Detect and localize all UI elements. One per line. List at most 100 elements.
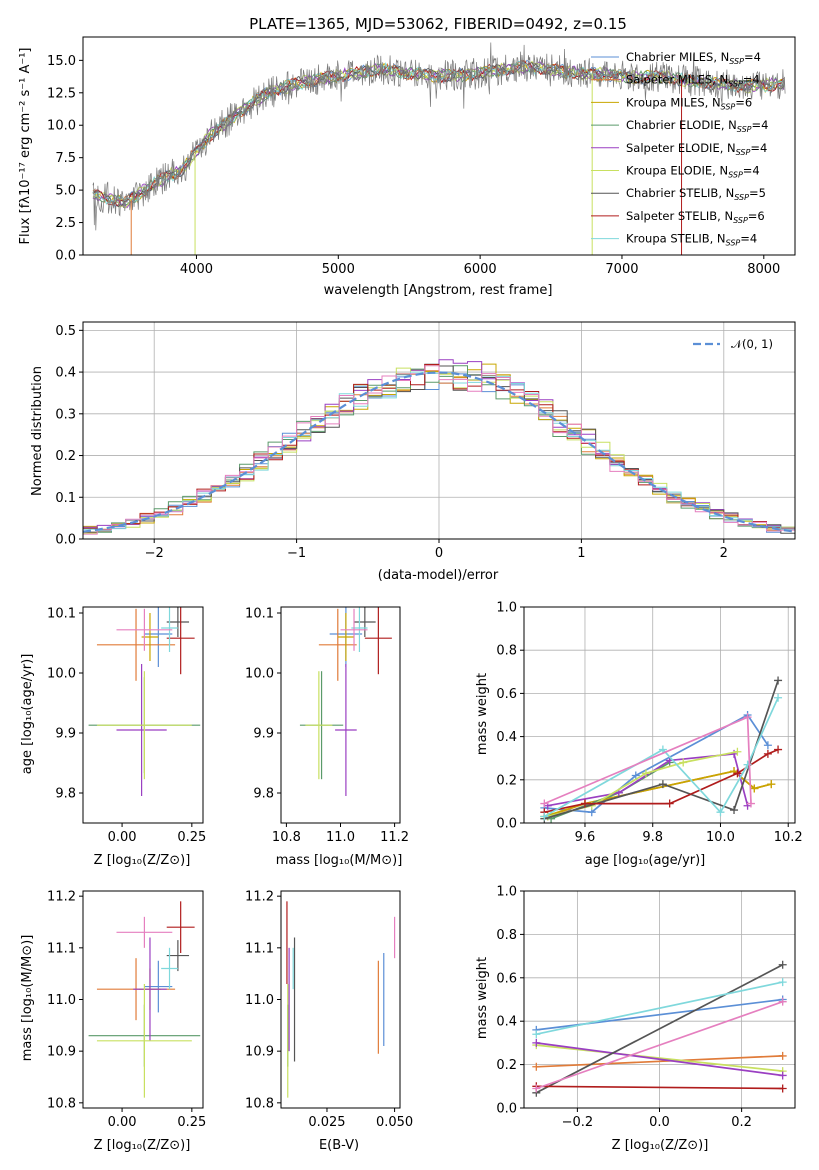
y-tick-label: 0.6 [496,687,517,702]
mass-weight-marker [767,780,776,789]
legend-entry: Salpeter MILES, NSSP=4 [626,73,760,89]
x-tick-label: 6000 [464,262,497,277]
axes-frame [280,890,401,1109]
age-z-x-label: Z [log₁₀(Z/Z⊙)] [94,853,191,868]
x-tick-label: 0.025 [308,1115,345,1130]
mass-weight-marker [665,799,674,808]
weight-vs-age-panel: age [log₁₀(age/yr)] mass weight 9.6 9.8 10… [475,601,803,869]
x-tick-label: 0.00 [108,1115,137,1130]
mass-ebv-x-label: E(B-V) [319,1138,359,1153]
y-tick-label: 11.0 [47,993,76,1008]
residual-histogram-step [83,365,795,535]
mass-weight-marker [743,713,752,722]
y-tick-label: 0.4 [496,1015,517,1030]
mass-weight-marker [778,960,787,969]
chart-title: PLATE=1365, MJD=53062, FIBERID=0492, z=0… [249,15,627,33]
y-tick-label: 10.0 [47,119,76,134]
x-tick-label: 11.2 [380,830,409,845]
legend-entry-name: Kroupa STELIB, N [626,232,726,246]
y-tick-label: 10.9 [47,1045,76,1060]
mass-weight-marker [763,741,772,750]
y-tick-label: 10.9 [245,1045,274,1060]
mass-weight-marker [750,784,759,793]
weight-age-y-label: mass weight [475,673,490,755]
mass-weight-marker [778,978,787,987]
legend-entry-subscript: SSP [729,57,744,66]
y-tick-label: 0.2 [55,449,76,464]
mass-weight-marker [730,806,739,815]
y-tick-label: 0.8 [496,644,517,659]
weight-vs-metallicity-panel: Z [log₁₀(Z/Z⊙)] mass weight −0.2 0.0 0.2 0.… [475,885,796,1153]
mass-weight-marker [679,758,688,767]
y-tick-label: 0.6 [496,971,517,986]
legend-entry-name: Kroupa MILES, N [626,95,721,109]
mass-weight-line [536,1044,783,1072]
mass-weight-marker [778,1071,787,1080]
legend-entry: Salpeter STELIB, NSSP=6 [626,209,765,225]
mass-z-y-label: mass [log₁₀(M/M⊙)] [20,935,35,1062]
legend-entry: Salpeter ELODIE, NSSP=4 [626,141,767,157]
axes-frame [280,606,401,824]
mass-weight-line [536,1055,783,1068]
mass-weight-marker [733,769,742,778]
mass-weight-marker [658,745,667,754]
legend-entry: Chabrier ELODIE, NSSP=4 [626,118,768,134]
x-tick-label: 9.6 [575,830,596,845]
x-tick-label: 9.8 [642,830,663,845]
y-tick-label: 11.2 [245,890,274,905]
legend-entry-subscript: SSP [728,80,743,89]
legend-entry: Kroupa MILES, NSSP=6 [626,95,752,111]
y-tick-label: 0.0 [55,249,76,264]
legend-entry-subscript: SSP [737,125,752,134]
x-tick-label: 0 [435,546,443,561]
mass-weight-line [536,1085,783,1090]
normal-distribution-line [83,371,795,533]
legend-entry-name: Salpeter STELIB, N [626,209,733,223]
x-tick-label: 0.00 [108,830,137,845]
y-tick-label: 15.0 [47,54,76,69]
y-tick-label: 0.4 [55,366,76,381]
mass-z-x-label: Z [log₁₀(Z/Z⊙)] [94,1138,191,1153]
x-tick-label: 4000 [180,262,213,277]
mass-weight-line [536,981,783,1036]
weight-age-x-label: age [log₁₀(age/yr)] [585,853,706,868]
y-tick-label: 0.0 [496,1102,517,1117]
y-tick-label: 11.2 [47,890,76,905]
legend-entry-name: Chabrier STELIB, N [626,186,734,200]
x-tick-label: 10.0 [706,830,735,845]
x-tick-label: 7000 [605,262,638,277]
legend-entry: Kroupa STELIB, NSSP=4 [626,232,757,248]
mass-weight-line [535,964,784,1094]
mass-weight-marker [774,745,783,754]
x-tick-label: 5000 [322,262,355,277]
legend-entry: Kroupa ELODIE, NSSP=4 [626,164,760,180]
y-tick-label: 7.5 [55,151,76,166]
x-tick-label: 0.050 [376,1115,413,1130]
axes-frame [82,36,796,256]
legend-entry-subscript: SSP [736,148,751,157]
age-vs-metallicity-panel: Z [log₁₀(Z/Z⊙)] age [log₁₀(age/yr)] 0.00… [20,606,206,868]
x-tick-label: −1 [287,546,306,561]
mass-weight-marker [778,997,787,1006]
y-tick-label: 10.0 [245,667,274,682]
spectrum-y-label: Flux [fλ10⁻¹⁷ erg cm⁻² s⁻¹ A⁻¹] [18,48,33,245]
legend-entry-count: =4 [740,232,757,246]
y-tick-label: 12.5 [47,86,76,101]
mass-weight-marker [733,747,742,756]
y-tick-label: 9.8 [253,787,274,802]
age-z-y-label: age [log₁₀(age/yr)] [20,654,35,775]
y-tick-label: 0.0 [55,533,76,548]
y-tick-label: 0.5 [55,324,76,339]
x-tick-label: 2 [720,546,728,561]
y-tick-label: 1.0 [496,601,517,616]
legend-entry-count: =4 [743,164,760,178]
legend-entry-count: =5 [749,186,766,200]
legend-entry: Chabrier MILES, NSSP=4 [626,50,761,66]
y-tick-label: 10.8 [47,1096,76,1111]
legend-entry-count: =4 [750,141,767,155]
age-vs-mass-panel: mass [log₁₀(M/M⊙)] 10.8 11.0 11.2 9.8 9.9 10.… [245,606,409,868]
x-tick-label: 11.0 [326,830,355,845]
y-tick-label: 10.1 [47,607,76,622]
x-tick-label: 10.2 [774,830,803,845]
legend-entry-name: Chabrier MILES, N [626,50,729,64]
